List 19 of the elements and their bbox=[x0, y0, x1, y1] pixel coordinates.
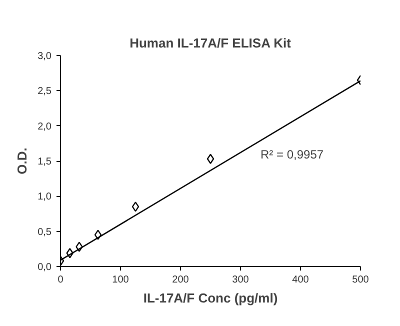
y-tick-label: 2,0 bbox=[38, 121, 52, 132]
x-axis-title: IL-17A/F Conc (pg/ml) bbox=[143, 290, 278, 306]
y-tick-label: 0,5 bbox=[38, 226, 52, 238]
y-tick-label: 2,5 bbox=[38, 86, 52, 98]
y-tick-label: 1,5 bbox=[38, 156, 52, 168]
x-tick-label: 100 bbox=[112, 274, 130, 286]
annotation: R² = 0,9957 bbox=[260, 148, 324, 162]
y-tick-label: 0,0 bbox=[38, 262, 52, 273]
y-tick-label: 3,0 bbox=[38, 51, 52, 62]
x-tick-label: 200 bbox=[172, 274, 190, 286]
x-tick-label: 500 bbox=[352, 274, 370, 286]
x-tick-label: 0 bbox=[58, 274, 64, 286]
y-axis-title: O.D. bbox=[14, 148, 30, 174]
point bbox=[206, 154, 214, 164]
x-tick-label: 300 bbox=[232, 274, 250, 286]
y-tick-label: 1,0 bbox=[38, 192, 52, 203]
x-tick-label: 400 bbox=[292, 274, 310, 286]
chart-title: Human IL-17A/F ELISA Kit bbox=[130, 36, 292, 50]
point bbox=[132, 202, 140, 212]
